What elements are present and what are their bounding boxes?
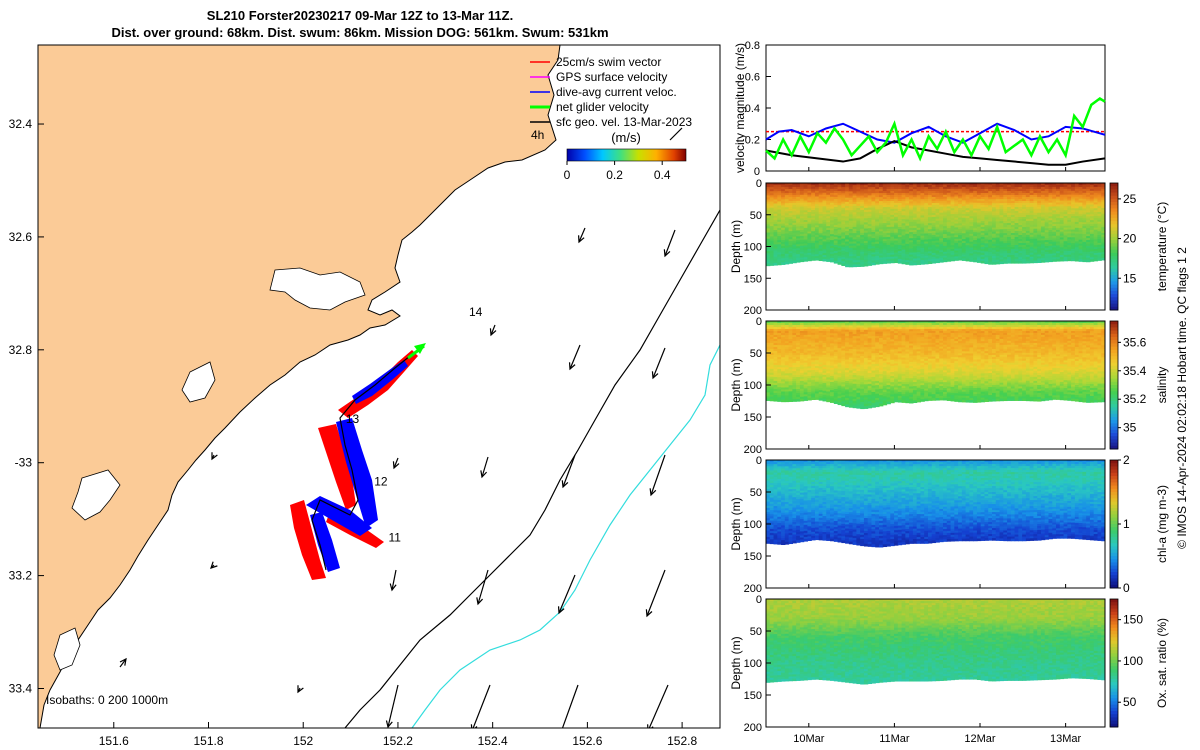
figure-canvas: SL210 Forster20230217 09-Mar 12Z to 13-M… (9, 8, 1189, 748)
